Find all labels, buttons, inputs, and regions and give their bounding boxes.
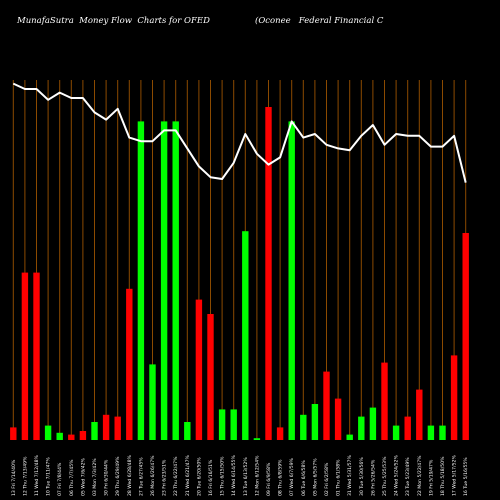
bar <box>450 355 458 440</box>
chart-title-left: MunafaSutra Money Flow Charts for OFED <box>17 16 210 26</box>
bar <box>253 438 261 440</box>
x-tick-label: 29 Thu 6/29/49% <box>115 456 121 496</box>
x-tick-label: 05 Wed 7/6/42% <box>80 457 86 496</box>
x-tick-label: 21 Wed 6/21/47% <box>185 455 191 496</box>
money-flow-line <box>12 82 467 183</box>
x-tick-label: 13 Tue 6/13/52% <box>243 457 249 496</box>
x-tick-label: 05 Mon 6/5/57% <box>312 458 318 496</box>
x-tick-label: 22 Thu 6/22/47% <box>173 456 179 496</box>
x-tick-label: 27 Tue 6/27/45% <box>138 457 144 496</box>
x-tick-label: 06 Tue 6/6/58% <box>301 460 307 496</box>
x-tick-label: 25 Thu 5/25/53% <box>382 456 388 496</box>
bar <box>311 404 319 440</box>
bar <box>392 425 400 440</box>
x-tick-label: 28 Wed 6/28/48% <box>127 455 133 496</box>
x-tick-label: 08 Thu 6/8/59% <box>278 459 284 496</box>
chart-title-right: (Oconee Federal Financial C <box>255 16 384 26</box>
bar <box>207 314 214 440</box>
x-tick-label: 10 Tue 7/11/47% <box>46 457 52 496</box>
bar <box>427 425 435 440</box>
bar <box>79 431 87 440</box>
x-tick-label: 12 Mon 6/12/54% <box>254 455 260 496</box>
bar <box>288 121 295 441</box>
x-tick-label: 24 Wed 5/24/52% <box>394 455 400 496</box>
bar <box>358 416 365 440</box>
x-tick-label: 20 Tue 6/20/50% <box>196 457 202 496</box>
x-tick-label: 06 Thu 7/7/45% <box>69 459 75 496</box>
x-tick-label: 12 Thu 7/13/49% <box>22 456 28 496</box>
bar <box>56 432 63 440</box>
bar <box>21 272 29 440</box>
bar <box>184 422 191 440</box>
x-tick-label: 30 Tue 5/30/56% <box>359 457 365 496</box>
bar <box>416 389 423 440</box>
x-tick-label: 22 Mon 5/22/47% <box>417 455 423 496</box>
bar <box>265 107 272 440</box>
bar <box>369 407 377 440</box>
bar <box>462 233 469 440</box>
bar <box>68 434 75 440</box>
bar <box>91 422 98 440</box>
bar <box>126 288 133 440</box>
x-tick-label: 11 Wed 7/12/48% <box>34 455 40 496</box>
x-tick-label: 15 Thu 6/15/50% <box>220 456 226 496</box>
bar <box>439 425 446 440</box>
x-tick-label: 23 Tue 5/23/49% <box>405 457 411 496</box>
x-tick-label: 30 Fri 6/30/44% <box>104 459 110 496</box>
bar <box>300 414 307 440</box>
bar <box>381 362 388 440</box>
bar <box>44 425 52 440</box>
x-tick-label: 17 Wed 5/17/52% <box>452 455 458 496</box>
bar <box>137 121 145 441</box>
bar <box>230 409 237 440</box>
x-tick-label: 02 Fri 6/2/58% <box>324 462 330 496</box>
x-tick-label: 16 Tue 5/16/55% <box>463 457 469 496</box>
x-tick-label: 16 Fri 6/16/51% <box>208 459 214 496</box>
x-tick-label: 23 Fri 6/23/51% <box>162 459 168 496</box>
bar <box>404 416 411 440</box>
x-tick-label: 03 Mon 7/3/42% <box>92 458 98 496</box>
bar <box>160 121 168 441</box>
bar <box>276 427 284 440</box>
bar <box>334 398 342 440</box>
x-tick-label: 13 Fri 7/14/40% <box>11 459 17 496</box>
x-tick-label: 09 Fri 6/9/58% <box>266 462 272 496</box>
x-tick-label: 26 Mon 6/26/47% <box>150 455 156 496</box>
bar <box>323 371 330 440</box>
x-tick-label: 14 Wed 6/14/55% <box>231 455 237 496</box>
x-tick-label: 01 Thu 6/1/58% <box>336 459 342 496</box>
x-tick-label: 07 Fri 7/8/44% <box>57 462 63 496</box>
x-tick-label: 26 Fri 5/26/54% <box>370 459 376 496</box>
bar <box>114 416 121 440</box>
bar <box>195 299 203 440</box>
bar <box>172 121 179 441</box>
bar <box>149 364 156 440</box>
bar <box>242 231 249 440</box>
x-tick-label: 31 Wed 5/31/57% <box>347 455 353 496</box>
bar <box>10 427 17 440</box>
bar <box>218 409 226 440</box>
bar <box>346 434 353 440</box>
x-tick-label: 19 Fri 5/19/47% <box>428 459 434 496</box>
x-tick-label: 07 Wed 6/7/59% <box>289 457 295 496</box>
bar <box>102 414 110 440</box>
x-tick-label: 18 Thu 5/18/50% <box>440 456 446 496</box>
bar <box>33 272 40 440</box>
